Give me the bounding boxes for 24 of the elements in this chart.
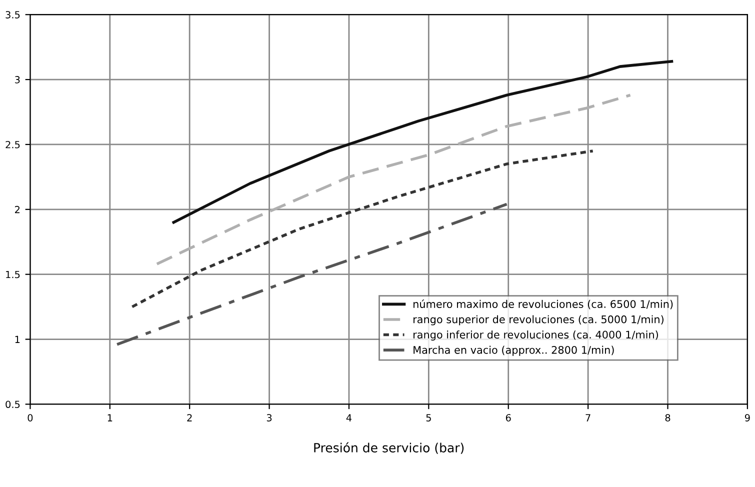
line-series xyxy=(156,94,632,266)
x-tick-label: 4 xyxy=(346,414,352,422)
y-tick-label: 1.5 xyxy=(6,270,20,278)
y-tick-label: 2.5 xyxy=(6,140,20,148)
x-tick-label: 5 xyxy=(426,414,431,422)
x-tick-label: 7 xyxy=(586,414,590,422)
x-tick-label: 1 xyxy=(108,414,112,422)
x-tick-label: 2 xyxy=(187,414,192,422)
legend-label: número maximo de revoluciones (ca. 6500 1/min) xyxy=(414,300,673,310)
legend-label: rango inferior de revoluciones (ca. 4000 1/min) xyxy=(414,330,658,341)
x-tick-label: 9 xyxy=(744,414,750,422)
legend-label: Marcha en vacio (approx.. 2800 1/min) xyxy=(414,346,614,356)
y-tick-label: 0.5 xyxy=(6,400,20,408)
x-tick-label: 8 xyxy=(665,414,670,422)
legend-label: rango superior de revoluciones (ca. 5000 1/min) xyxy=(414,315,664,326)
x-tick-label: 3 xyxy=(266,414,272,422)
y-tick-label: 3 xyxy=(15,76,20,84)
x-tick-label: 6 xyxy=(506,414,511,422)
y-tick-label: 2 xyxy=(15,206,20,214)
y-tick-label: 1 xyxy=(15,336,20,343)
line-series xyxy=(172,60,674,224)
y-tick-label: 3.5 xyxy=(6,11,20,18)
x-axis-title: Presión de servicio (bar) xyxy=(314,442,464,454)
x-tick-label: 0 xyxy=(28,414,33,422)
